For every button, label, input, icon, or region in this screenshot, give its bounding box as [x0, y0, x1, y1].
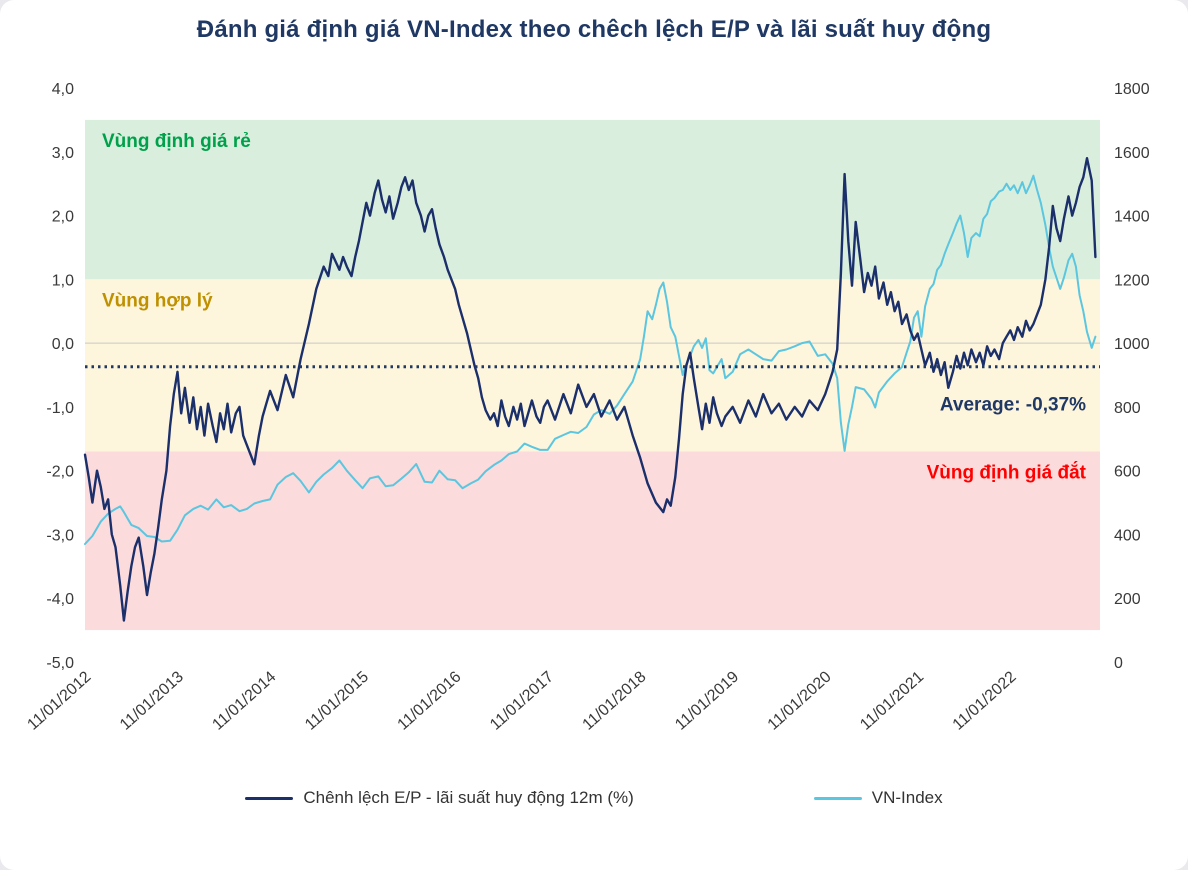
- left-axis-tick-label: 3,0: [52, 145, 74, 162]
- x-axis-tick-label: 11/01/2019: [672, 668, 742, 733]
- x-axis-tick-label: 11/01/2012: [24, 668, 94, 733]
- right-axis-tick-label: 800: [1114, 400, 1141, 417]
- right-axis-tick-label: 1800: [1114, 81, 1150, 98]
- x-axis-tick-label: 11/01/2017: [487, 668, 557, 733]
- left-axis-tick-label: 2,0: [52, 209, 74, 226]
- legend-item-ep-spread: Chênh lệch E/P - lãi suất huy động 12m (…: [245, 788, 634, 808]
- left-axis-tick-label: -1,0: [46, 400, 74, 417]
- vn-index-line-swatch: [813, 796, 862, 800]
- x-axis-tick-label: 11/01/2022: [950, 668, 1020, 733]
- zone-label-fair: Vùng hợp lý: [102, 290, 213, 311]
- right-axis-tick-label: 1600: [1114, 145, 1150, 162]
- chart-title: Đánh giá định giá VN-Index theo chêch lệ…: [196, 16, 992, 43]
- zone-band-cheap: [85, 119, 1100, 280]
- legend-label-vn-index: VN-Index: [871, 788, 943, 807]
- zone-band-expensive: [85, 451, 1100, 631]
- legend-label-ep-spread: Chênh lệch E/P - lãi suất huy động 12m (…: [303, 788, 634, 807]
- right-axis-tick-label: 1000: [1114, 336, 1150, 353]
- left-axis-tick-label: -3,0: [46, 527, 74, 544]
- right-axis-tick-label: 1200: [1114, 272, 1150, 289]
- zone-label-cheap: Vùng định giá rẻ: [102, 131, 251, 152]
- x-axis-tick-label: 11/01/2015: [302, 668, 372, 733]
- average-label: Average: -0,37%: [940, 395, 1086, 416]
- x-axis-tick-label: 11/01/2014: [209, 668, 279, 733]
- ep-spread-line-swatch: [245, 796, 294, 800]
- right-axis-tick-label: 0: [1114, 655, 1123, 672]
- left-axis-tick-label: 0,0: [52, 336, 74, 353]
- right-axis-tick-label: 400: [1114, 527, 1141, 544]
- left-axis-tick-label: 4,0: [52, 81, 74, 98]
- x-axis-tick-label: 11/01/2013: [117, 668, 187, 733]
- legend-item-vn-index: VN-Index: [813, 788, 943, 808]
- right-axis-tick-label: 1400: [1114, 209, 1150, 226]
- x-axis-tick-label: 11/01/2020: [765, 668, 835, 733]
- left-axis-tick-label: 1,0: [52, 272, 74, 289]
- zone-label-expensive: Vùng định giá đắt: [927, 462, 1087, 484]
- left-axis-tick-label: -4,0: [46, 591, 74, 608]
- series-ep-spread-line: [83, 156, 1097, 622]
- chart-legend: Chênh lệch E/P - lãi suất huy động 12m (…: [0, 788, 1188, 808]
- x-axis-tick-label: 11/01/2021: [857, 668, 927, 733]
- right-axis-tick-label: 200: [1114, 591, 1141, 608]
- x-axis-tick-label: 11/01/2016: [395, 668, 465, 733]
- left-axis-tick-label: -5,0: [46, 655, 74, 672]
- x-axis-tick-label: 11/01/2018: [580, 668, 650, 733]
- left-axis-tick-label: -2,0: [46, 464, 74, 481]
- right-axis-tick-label: 600: [1114, 464, 1141, 481]
